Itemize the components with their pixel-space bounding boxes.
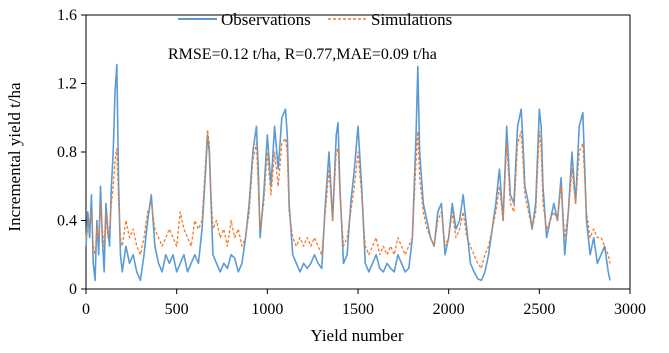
y-tick-label: 1.6: [57, 7, 77, 24]
x-tick-label: 0: [82, 301, 90, 318]
x-tick-label: 1500: [342, 301, 374, 318]
stats-annotation: RMSE=0.12 t/ha, R=0.77,MAE=0.09 t/ha: [168, 46, 437, 63]
y-tick-label: 0.8: [57, 144, 77, 161]
x-tick-label: 2500: [523, 301, 555, 318]
series-line-observations: [85, 63, 611, 282]
legend-observations-label: Observations: [221, 10, 311, 29]
axes-layer: 0 0.4 0.8 1.2 1.6 0 500 1000 1500 2000 2500 3000: [57, 7, 646, 318]
x-axis-title: Yield number: [310, 326, 403, 345]
x-tick-label: 3000: [614, 301, 646, 318]
legend: Observations Simulations: [178, 10, 452, 29]
y-tick-label: 0.4: [57, 213, 77, 230]
y-axis-title: Incremental yield t/ha: [5, 82, 24, 232]
x-tick-label: 1000: [251, 301, 283, 318]
series-layer: [85, 63, 611, 282]
y-tick-label: 0: [69, 281, 77, 298]
legend-simulations-label: Simulations: [371, 10, 452, 29]
x-tick-label: 500: [165, 301, 189, 318]
x-tick-label: 2000: [433, 301, 465, 318]
y-tick-label: 1.2: [57, 76, 77, 93]
